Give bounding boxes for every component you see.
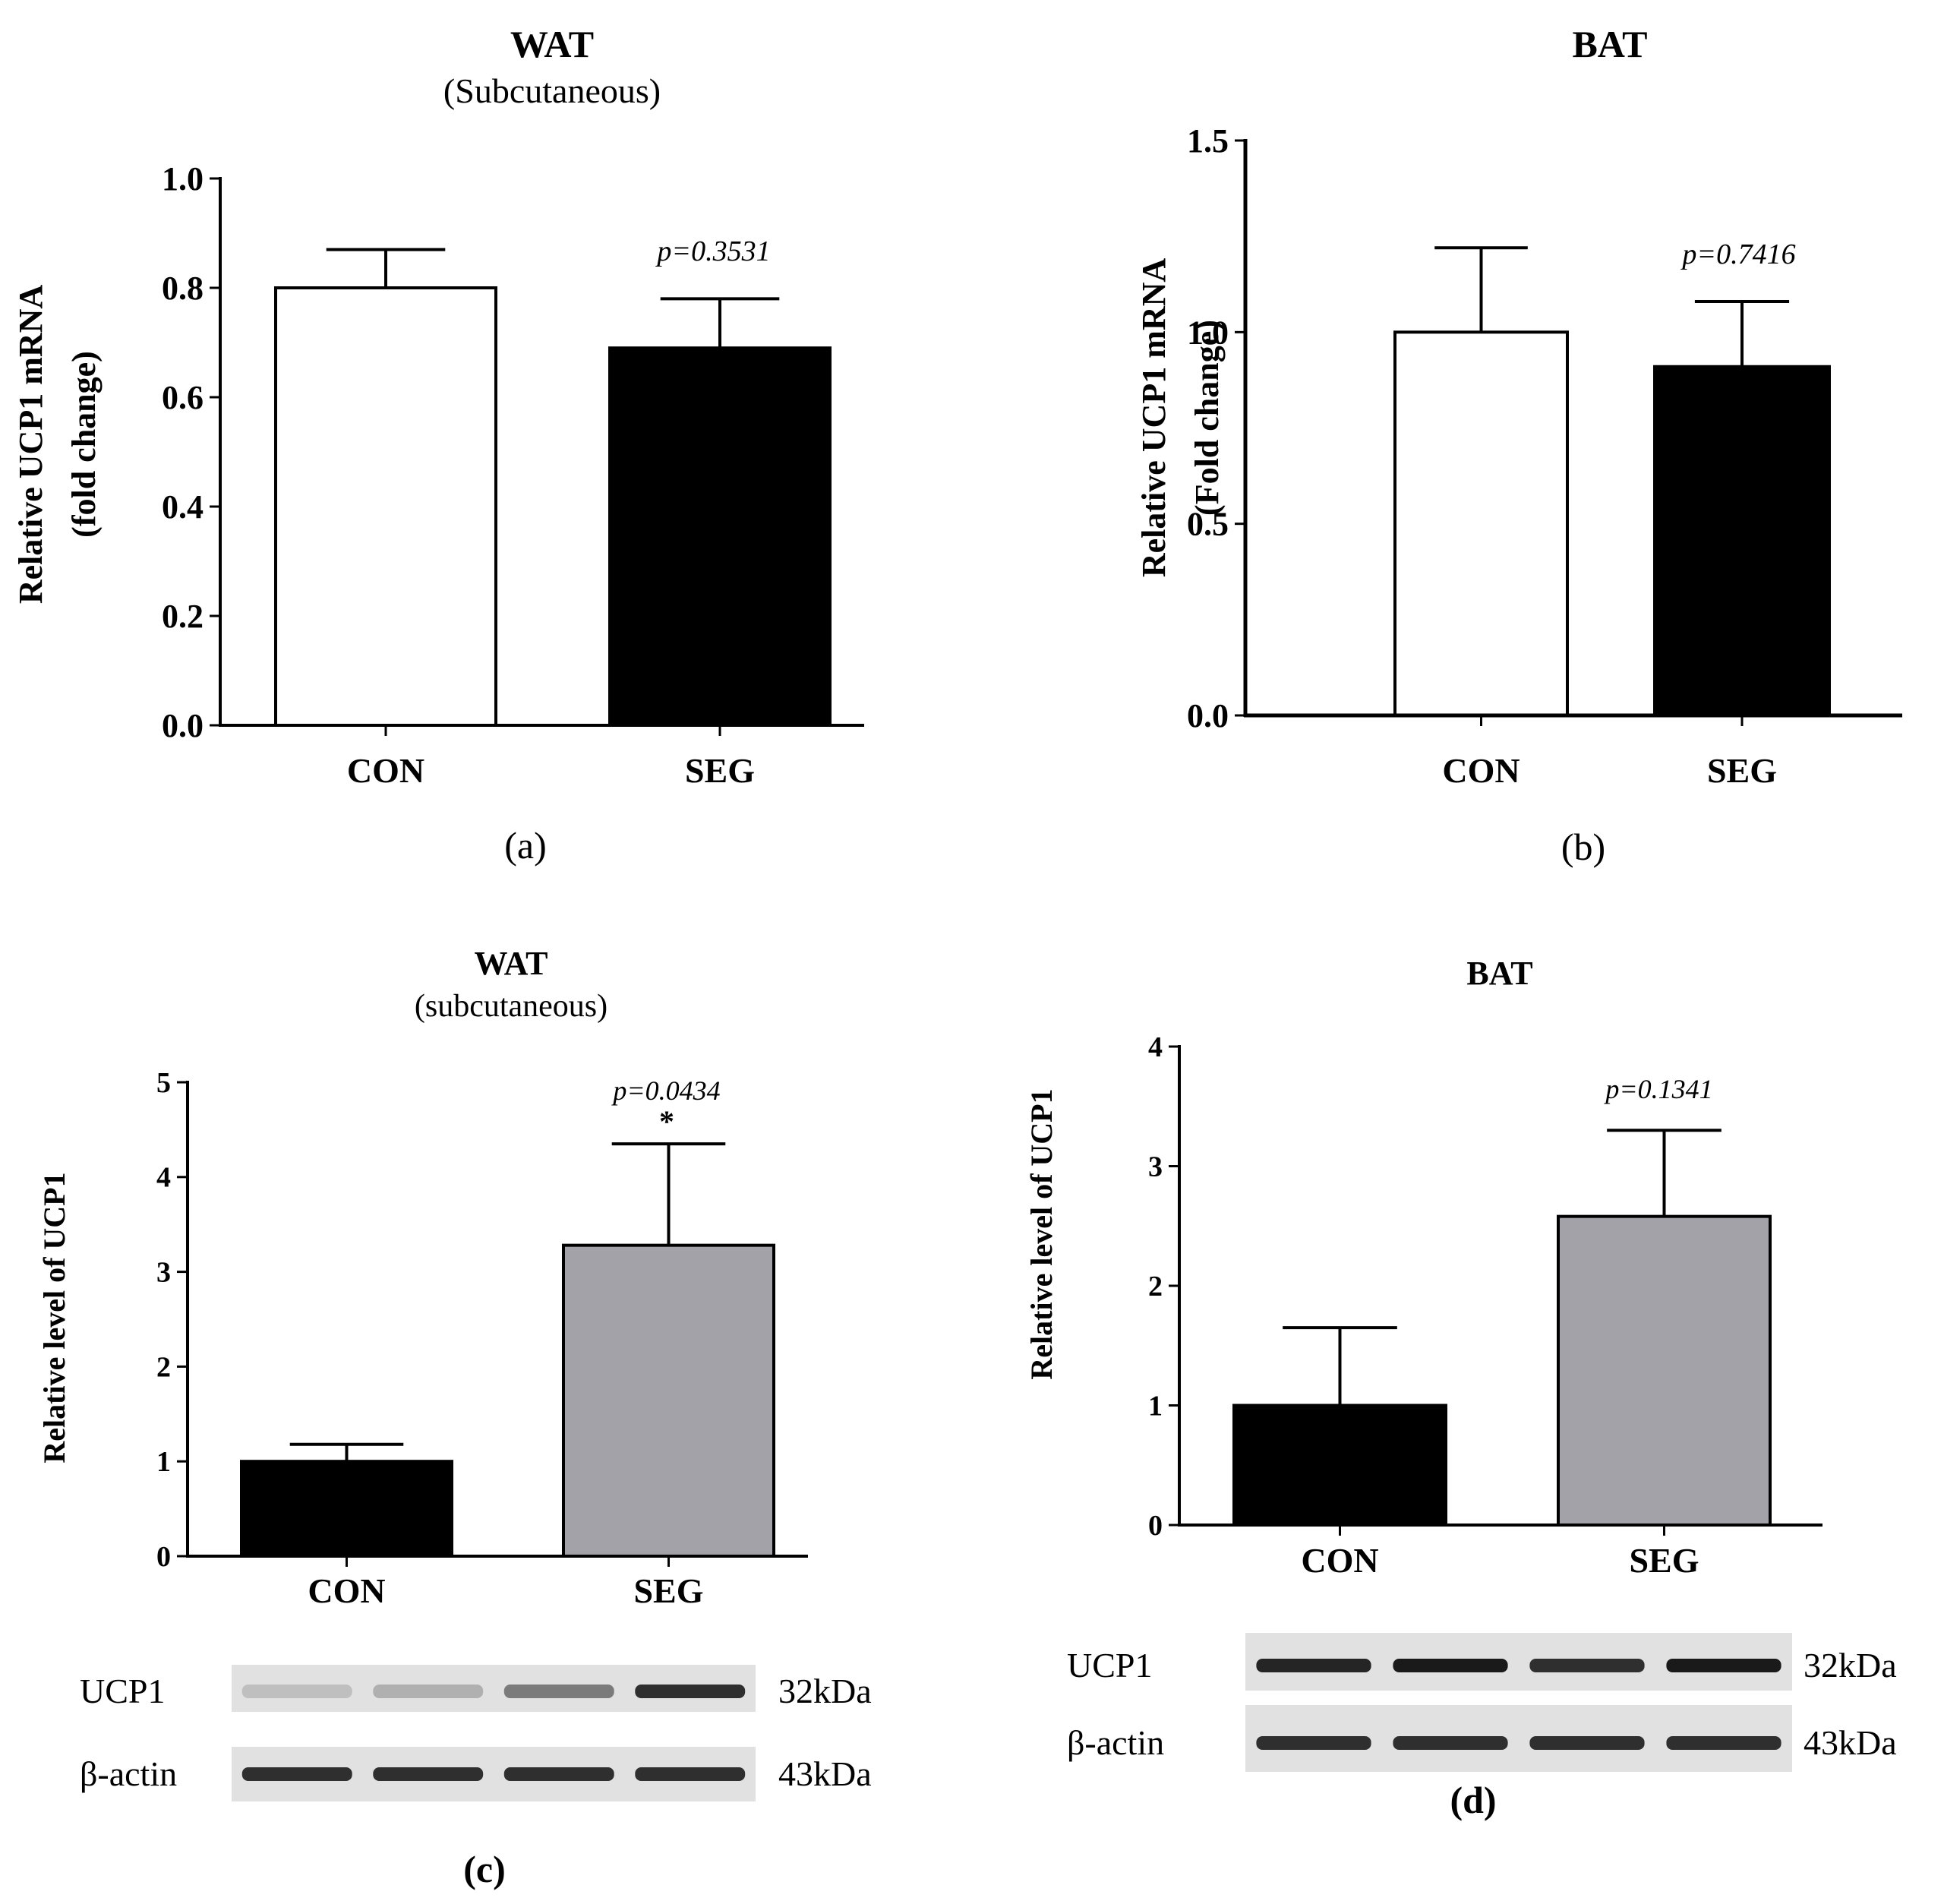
x-tick-label: CON (347, 751, 424, 790)
blot-protein-label: β-actin (1067, 1723, 1164, 1762)
x-tick-label: CON (308, 1571, 385, 1610)
x-tick-label: SEG (1707, 751, 1777, 790)
blot-size-label: 43kDa (778, 1754, 872, 1793)
y-axis-label: (fold change) (65, 351, 103, 538)
chart-title: BAT (1466, 955, 1532, 992)
y-tick-label: 0 (1148, 1510, 1163, 1542)
chart-panel-d: BAT Relative level of UCP1 CON SEG 0 1 2 3 4 p=0.… (1024, 955, 1822, 1821)
blot-band (1256, 1659, 1371, 1672)
significance-star: * (659, 1104, 674, 1138)
blot-band (373, 1685, 484, 1698)
blot-band (1529, 1659, 1645, 1672)
blot-band (1666, 1736, 1781, 1750)
bar-con (1232, 1404, 1447, 1527)
western-blot-d: UCP1 32kDa β-actin 43kDa (1067, 1633, 1897, 1772)
blot-band (1666, 1659, 1781, 1672)
blot-band (1529, 1736, 1645, 1750)
y-axis-label: Relative UCP1 mRNA (12, 285, 49, 605)
x-tick-label: CON (1442, 751, 1520, 790)
x-tick-label: SEG (1629, 1541, 1699, 1580)
blot-band (1393, 1736, 1508, 1750)
y-tick-label: 4 (1148, 1031, 1163, 1063)
bar-seg (1557, 1214, 1772, 1527)
blot-band (503, 1767, 614, 1781)
western-blot-c: UCP1 32kDa β-actin 43kDa (80, 1665, 872, 1801)
blot-band (241, 1685, 352, 1698)
y-tick-label: 0.6 (162, 379, 204, 416)
bar-con (240, 1460, 453, 1558)
bar-con (1393, 330, 1569, 717)
blot-protein-label: UCP1 (1067, 1646, 1152, 1685)
blot-band (635, 1767, 746, 1781)
figure-layer: WAT (Subcutaneous) Relative UCP1 mRNA (fold… (12, 23, 1902, 1890)
y-tick-label: 0.2 (162, 598, 204, 635)
blot-band (1393, 1659, 1508, 1672)
y-tick-label: 2 (1148, 1271, 1163, 1302)
p-value-annotation: p=0.7416 (1680, 238, 1795, 270)
y-tick-label: 0.0 (162, 707, 204, 744)
y-tick-label: 2 (156, 1351, 171, 1383)
y-axis-label: (Fold change) (1188, 320, 1226, 516)
panel-label: (a) (504, 824, 547, 867)
y-tick-label: 5 (156, 1067, 171, 1099)
y-tick-label: 0.0 (1187, 697, 1229, 734)
y-tick-label: 0 (156, 1541, 171, 1573)
y-tick-label: 0.4 (162, 488, 204, 526)
y-axis-label: Relative level of UCP1 (37, 1172, 71, 1463)
blot-band (373, 1767, 484, 1781)
blot-size-label: 32kDa (1804, 1646, 1897, 1685)
y-tick-label: 0.5 (1187, 506, 1229, 543)
chart-panel-b: BAT Relative UCP1 mRNA (Fold change) CON SEG… (1135, 23, 1902, 868)
blot-protein-label: β-actin (80, 1754, 177, 1793)
p-value-annotation: p=0.0434 (611, 1075, 720, 1106)
y-tick-label: 4 (156, 1162, 171, 1194)
p-value-annotation: p=0.3531 (655, 235, 770, 267)
y-tick-label: 3 (1148, 1151, 1163, 1183)
y-tick-label: 1 (1148, 1390, 1163, 1422)
blot-band (241, 1767, 352, 1781)
p-value-annotation: p=0.1341 (1603, 1074, 1712, 1104)
y-tick-label: 1 (156, 1446, 171, 1478)
bar-con (274, 286, 497, 727)
blot-size-label: 32kDa (778, 1672, 872, 1710)
bar-seg (1653, 365, 1831, 717)
y-axis-label: Relative level of UCP1 (1024, 1088, 1059, 1379)
blot-band (1256, 1736, 1371, 1750)
bar-seg (562, 1243, 775, 1558)
blot-size-label: 43kDa (1804, 1723, 1897, 1762)
y-tick-label: 1.5 (1187, 122, 1229, 159)
y-tick-label: 3 (156, 1257, 171, 1289)
chart-panel-c: WAT (subcutaneous) Relative level of UCP1 C… (37, 945, 808, 1890)
x-tick-label: SEG (633, 1571, 703, 1610)
chart-title: WAT (510, 23, 594, 65)
y-tick-label: 0.8 (162, 270, 204, 307)
blot-band (635, 1685, 746, 1698)
y-tick-label: 1.0 (162, 160, 204, 197)
blot-protein-label: UCP1 (80, 1672, 165, 1710)
y-axis-label: Relative UCP1 mRNA (1135, 258, 1172, 578)
y-tick-label: 1.0 (1187, 314, 1229, 351)
x-tick-label: SEG (685, 751, 755, 790)
panel-label: (b) (1561, 826, 1605, 868)
chart-panel-a: WAT (Subcutaneous) Relative UCP1 mRNA (fold… (12, 23, 864, 867)
panel-label: (c) (463, 1848, 506, 1890)
chart-subtitle: (Subcutaneous) (443, 71, 661, 110)
bar-seg (608, 346, 832, 727)
x-tick-label: CON (1301, 1541, 1378, 1580)
panel-label: (d) (1450, 1779, 1496, 1821)
chart-title: BAT (1572, 23, 1647, 65)
chart-subtitle: (subcutaneous) (415, 989, 608, 1024)
chart-title: WAT (475, 945, 548, 982)
blot-band (503, 1685, 614, 1698)
